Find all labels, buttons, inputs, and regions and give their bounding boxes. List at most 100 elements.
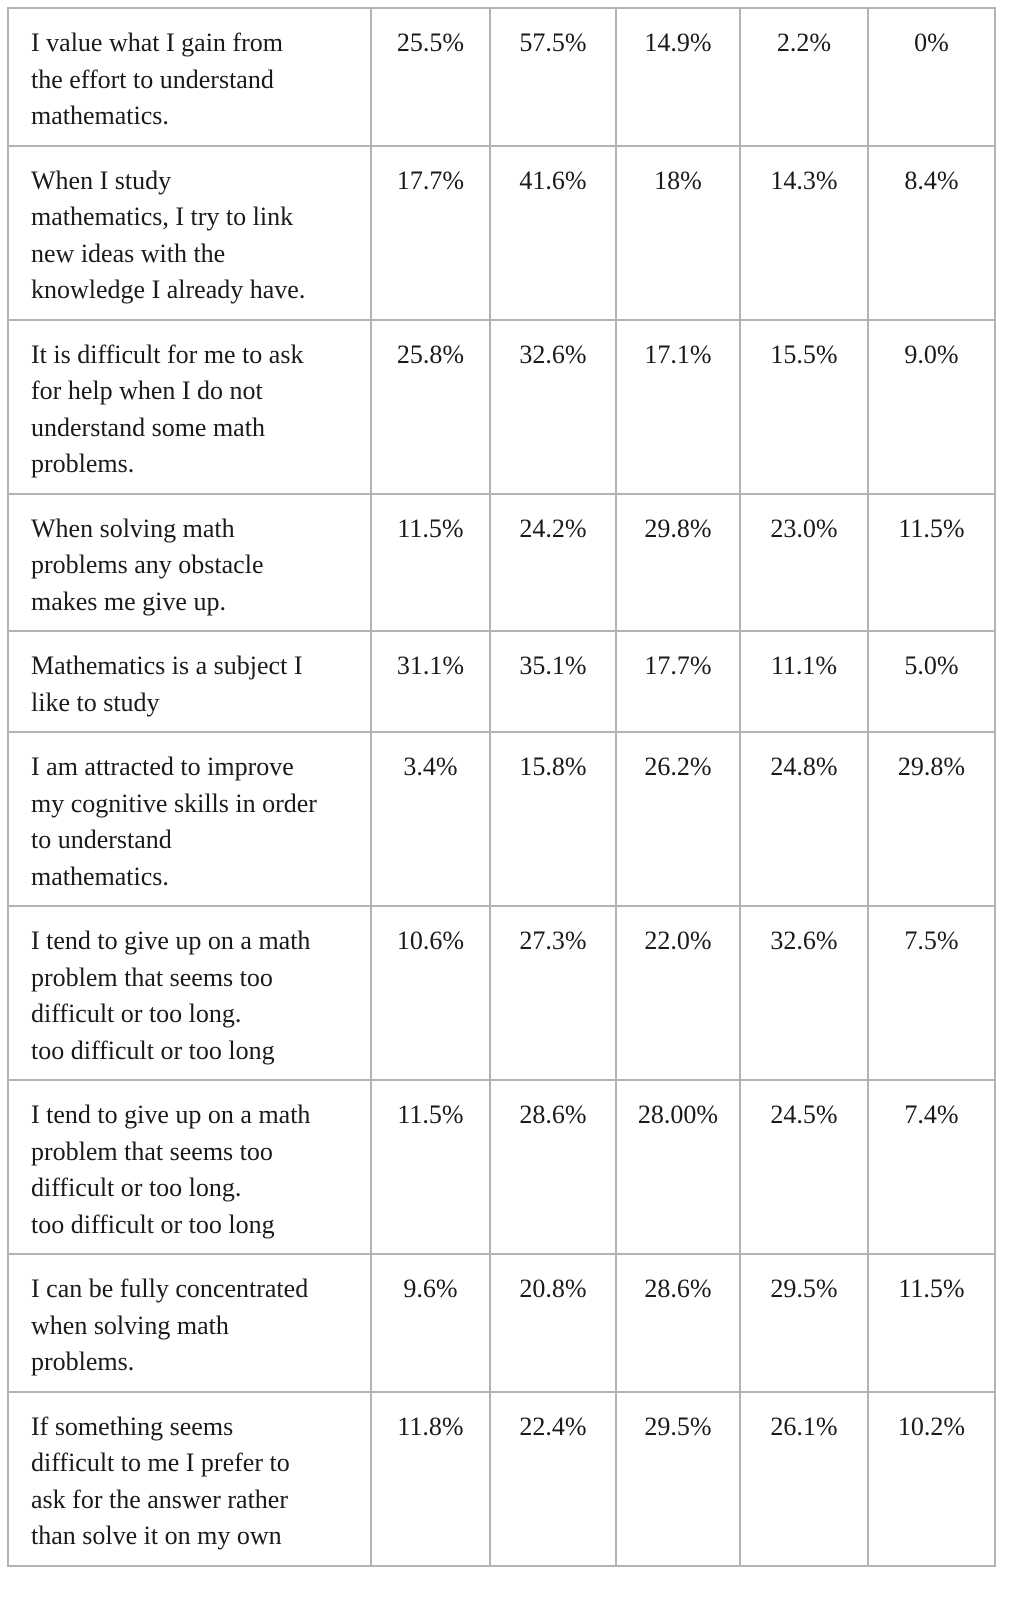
statement-line: the effort to understand: [31, 64, 274, 94]
statement-line: problem that seems too: [31, 1136, 273, 1166]
table-row: When solving math problems any obstacle ma…: [7, 492, 996, 632]
statement-cell: I can be fully concentrated when solving …: [7, 1253, 372, 1393]
percentage-cell: 27.3%: [489, 905, 617, 1081]
statement-line: problems.: [31, 1347, 135, 1376]
percentage-cell: 15.8%: [489, 731, 617, 907]
percentage-cell: 7.5%: [867, 905, 996, 1081]
percentage-cell: 28.00%: [615, 1079, 741, 1255]
percentage-cell: 8.4%: [867, 144, 996, 321]
percentage-cell: 32.6%: [739, 905, 869, 1081]
table-body: I value what I gain from the effort to un…: [7, 7, 996, 1567]
statement-cell: When solving math problems any obstacle ma…: [7, 492, 372, 632]
percentage-cell: 11.8%: [370, 1390, 491, 1567]
percentage-cell: 28.6%: [489, 1079, 617, 1255]
percentage-cell: 41.6%: [489, 144, 617, 321]
statement-line: I value what I gain from: [31, 28, 283, 57]
table-row: I value what I gain from the effort to un…: [7, 7, 996, 147]
percentage-cell: 28.6%: [615, 1253, 741, 1393]
statement-line: new ideas with the: [31, 238, 226, 268]
statement-line: my cognitive skills in order: [31, 788, 317, 818]
table-row: When I study mathematics, I try to link ne…: [7, 144, 996, 321]
percentage-cell: 25.8%: [370, 318, 491, 495]
statement-cell: I value what I gain from the effort to un…: [7, 7, 372, 147]
percentage-cell: 5.0%: [867, 630, 996, 733]
statement-line: too difficult or too long: [31, 1035, 275, 1065]
statement-line: difficult or too long.: [31, 999, 242, 1028]
statement-cell: I tend to give up on a math problem that …: [7, 905, 372, 1081]
percentage-cell: 32.6%: [489, 318, 617, 495]
percentage-cell: 24.5%: [739, 1079, 869, 1255]
percentage-cell: 14.3%: [739, 144, 869, 321]
percentage-cell: 9.0%: [867, 318, 996, 495]
percentage-cell: 57.5%: [489, 7, 617, 147]
percentage-cell: 7.4%: [867, 1079, 996, 1255]
statement-line: I can be fully concentrated: [31, 1274, 309, 1303]
percentage-cell: 25.5%: [370, 7, 491, 147]
statement-line: If something seems: [31, 1411, 234, 1441]
percentage-cell: 11.5%: [370, 492, 491, 632]
statement-line: difficult or too long.: [31, 1173, 242, 1202]
statement-line: It is difficult for me to ask: [31, 339, 304, 369]
statement-line: understand some math: [31, 412, 265, 442]
statement-line: I tend to give up on a math: [31, 926, 311, 955]
table-row: I can be fully concentrated when solving …: [7, 1253, 996, 1393]
statement-cell: It is difficult for me to ask for help wh…: [7, 318, 372, 495]
statement-line: When I study: [31, 165, 172, 195]
table-row: Mathematics is a subject I like to study 3…: [7, 630, 996, 733]
statement-cell: I tend to give up on a math problem that …: [7, 1079, 372, 1255]
statement-line: I am attracted to improve: [31, 752, 294, 781]
statement-line: like to study: [31, 687, 160, 717]
percentage-cell: 17.7%: [615, 630, 741, 733]
percentage-cell: 35.1%: [489, 630, 617, 733]
statement-line: ask for the answer rather: [31, 1484, 288, 1514]
table-row: It is difficult for me to ask for help wh…: [7, 318, 996, 495]
percentage-cell: 31.1%: [370, 630, 491, 733]
percentage-cell: 15.5%: [739, 318, 869, 495]
statement-line: problems any obstacle: [31, 550, 264, 579]
survey-results-table: I value what I gain from the effort to un…: [7, 7, 996, 1567]
statement-cell: If something seems difficult to me I pref…: [7, 1390, 372, 1567]
percentage-cell: 20.8%: [489, 1253, 617, 1393]
percentage-cell: 24.8%: [739, 731, 869, 907]
statement-line: mathematics.: [31, 861, 169, 891]
percentage-cell: 24.2%: [489, 492, 617, 632]
percentage-cell: 11.5%: [867, 492, 996, 632]
percentage-cell: 29.5%: [615, 1390, 741, 1567]
percentage-cell: 2.2%: [739, 7, 869, 147]
statement-cell: I am attracted to improve my cognitive sk…: [7, 731, 372, 907]
statement-line: difficult to me I prefer to: [31, 1448, 290, 1477]
percentage-cell: 11.1%: [739, 630, 869, 733]
percentage-cell: 0%: [867, 7, 996, 147]
statement-line: problem that seems too: [31, 962, 273, 992]
statement-line: to understand: [31, 825, 172, 854]
statement-line: knowledge I already have.: [31, 275, 306, 304]
percentage-cell: 23.0%: [739, 492, 869, 632]
table-row: If something seems difficult to me I pref…: [7, 1390, 996, 1567]
percentage-cell: 14.9%: [615, 7, 741, 147]
statement-line: makes me give up.: [31, 586, 226, 616]
table-row: I tend to give up on a math problem that …: [7, 905, 996, 1081]
statement-line: mathematics, I try to link: [31, 202, 294, 231]
percentage-cell: 17.7%: [370, 144, 491, 321]
statement-cell: When I study mathematics, I try to link ne…: [7, 144, 372, 321]
percentage-cell: 17.1%: [615, 318, 741, 495]
statement-line: mathematics.: [31, 101, 169, 130]
percentage-cell: 26.1%: [739, 1390, 869, 1567]
percentage-cell: 11.5%: [867, 1253, 996, 1393]
table-row: I tend to give up on a math problem that …: [7, 1079, 996, 1255]
percentage-cell: 26.2%: [615, 731, 741, 907]
percentage-cell: 29.8%: [615, 492, 741, 632]
percentage-cell: 10.6%: [370, 905, 491, 1081]
statement-line: than solve it on my own: [31, 1521, 282, 1550]
statement-line: I tend to give up on a math: [31, 1100, 311, 1129]
percentage-cell: 10.2%: [867, 1390, 996, 1567]
percentage-cell: 18%: [615, 144, 741, 321]
statement-line: too difficult or too long: [31, 1209, 275, 1239]
percentage-cell: 29.8%: [867, 731, 996, 907]
percentage-cell: 3.4%: [370, 731, 491, 907]
percentage-cell: 29.5%: [739, 1253, 869, 1393]
percentage-cell: 11.5%: [370, 1079, 491, 1255]
statement-line: when solving math: [31, 1310, 229, 1340]
percentage-cell: 22.0%: [615, 905, 741, 1081]
statement-line: When solving math: [31, 513, 235, 543]
